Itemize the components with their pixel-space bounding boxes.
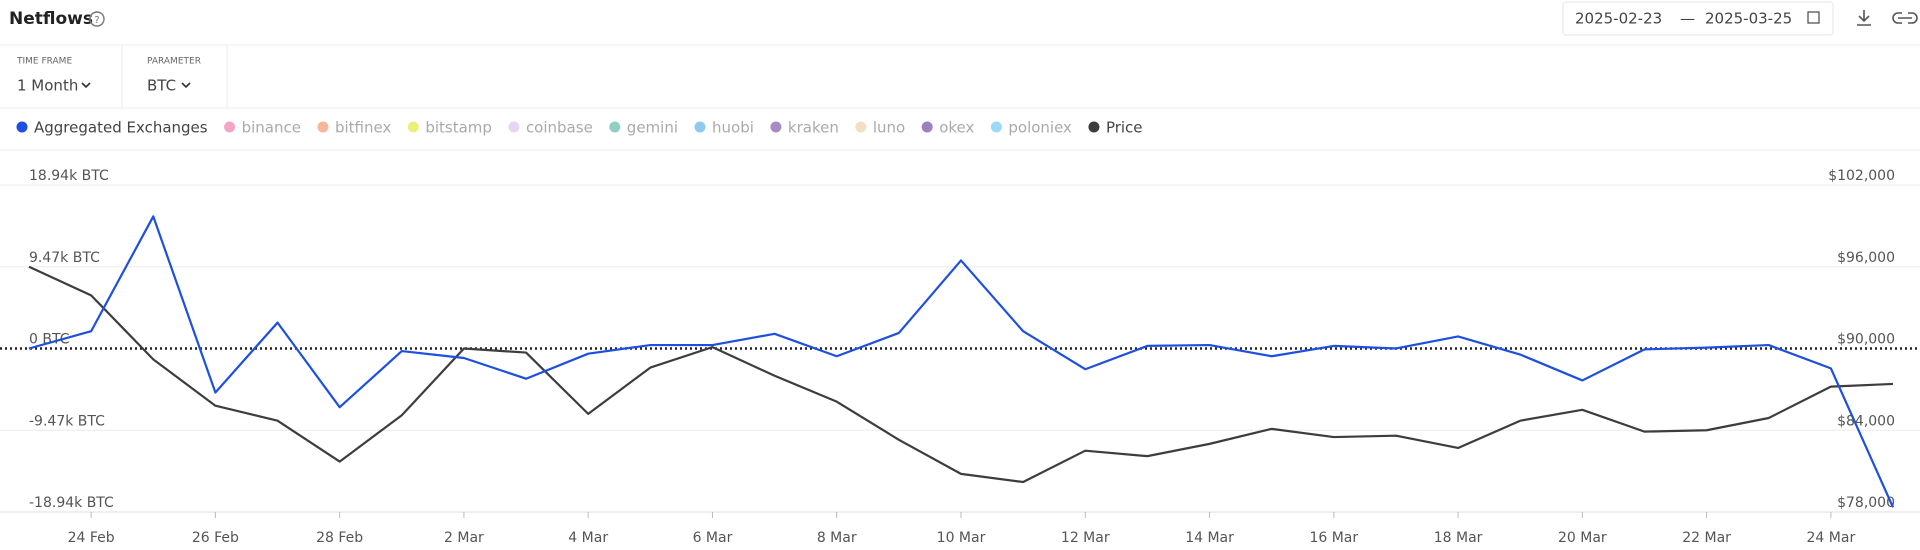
x-tick-label: 8 Mar: [817, 530, 857, 546]
legend-label[interactable]: bitfinex: [335, 119, 391, 137]
y2-tick-label: $96,000: [1837, 250, 1895, 266]
x-tick-label: 4 Mar: [568, 530, 608, 546]
help-icon[interactable]: ?: [89, 11, 105, 27]
date-from[interactable]: 2025-02-23: [1575, 10, 1662, 28]
legend-marker[interactable]: [770, 121, 782, 133]
x-tick-label: 10 Mar: [937, 530, 986, 546]
x-tick-label: 12 Mar: [1061, 530, 1110, 546]
legend-label[interactable]: kraken: [788, 119, 839, 137]
legend-marker[interactable]: [224, 121, 236, 133]
legend-label[interactable]: coinbase: [526, 119, 593, 137]
download-icon[interactable]: [1857, 10, 1871, 26]
date-range[interactable]: [1562, 1, 1834, 36]
legend-label[interactable]: okex: [939, 119, 974, 137]
legend-marker[interactable]: [990, 121, 1002, 133]
legend-marker[interactable]: [407, 121, 419, 133]
y2-tick-label: $84,000: [1837, 413, 1895, 429]
x-tick-label: 18 Mar: [1434, 530, 1483, 546]
legend-marker[interactable]: [1088, 121, 1100, 133]
y-tick-label: 9.47k BTC: [29, 250, 100, 266]
x-tick-label: 16 Mar: [1309, 530, 1358, 546]
legend-marker[interactable]: [317, 121, 329, 133]
legend-marker[interactable]: [508, 121, 520, 133]
legend-marker[interactable]: [694, 121, 706, 133]
dropdown-icon[interactable]: [81, 82, 91, 89]
date-to[interactable]: 2025-03-25: [1705, 10, 1792, 28]
date-separator: —: [1680, 10, 1695, 28]
control-label: PARAMETER: [147, 57, 201, 67]
x-tick-label: 14 Mar: [1185, 530, 1234, 546]
legend-label[interactable]: poloniex: [1008, 119, 1072, 137]
x-tick-label: 22 Mar: [1682, 530, 1731, 546]
legend-marker[interactable]: [16, 121, 28, 133]
legend-label[interactable]: gemini: [627, 119, 678, 137]
y-tick-label: -18.94k BTC: [29, 495, 114, 511]
calendar-icon[interactable]: [1807, 11, 1820, 24]
y2-tick-label: $90,000: [1837, 332, 1895, 348]
legend-marker[interactable]: [921, 121, 933, 133]
x-tick-label: 26 Feb: [192, 530, 239, 546]
link-icon[interactable]: [1892, 12, 1918, 24]
title: Netflows: [9, 9, 93, 29]
y-tick-label: 18.94k BTC: [29, 168, 109, 184]
control-value[interactable]: 1 Month: [17, 77, 78, 95]
legend-marker[interactable]: [609, 121, 621, 133]
legend-label[interactable]: Price: [1106, 119, 1143, 137]
x-tick-label: 24 Mar: [1807, 530, 1856, 546]
legend: Aggregated Exchanges binance bitfinex bitst…: [16, 119, 1143, 137]
x-tick-label: 6 Mar: [693, 530, 733, 546]
control-label: TIME FRAME: [16, 57, 72, 67]
control-value[interactable]: BTC: [147, 77, 176, 95]
x-tick-label: 20 Mar: [1558, 530, 1607, 546]
series-line: [28, 215, 1895, 508]
y2-tick-label: $102,000: [1828, 168, 1895, 184]
legend-label[interactable]: binance: [242, 119, 301, 137]
series-line: [28, 265, 1894, 484]
legend-label[interactable]: luno: [873, 119, 905, 137]
legend-label[interactable]: bitstamp: [425, 119, 492, 137]
legend-label[interactable]: huobi: [712, 119, 754, 137]
y-tick-label: -9.47k BTC: [29, 413, 105, 429]
x-tick-label: 24 Feb: [68, 530, 115, 546]
x-tick-label: 2 Mar: [444, 530, 484, 546]
dropdown-icon[interactable]: [181, 82, 191, 89]
x-tick-label: 28 Feb: [316, 530, 363, 546]
y2-tick-label: $78,000: [1837, 495, 1895, 511]
legend-marker[interactable]: [855, 121, 867, 133]
svg-text:?: ?: [94, 15, 99, 26]
y-tick-label: 0 BTC: [29, 332, 70, 348]
legend-label[interactable]: Aggregated Exchanges: [34, 119, 208, 137]
